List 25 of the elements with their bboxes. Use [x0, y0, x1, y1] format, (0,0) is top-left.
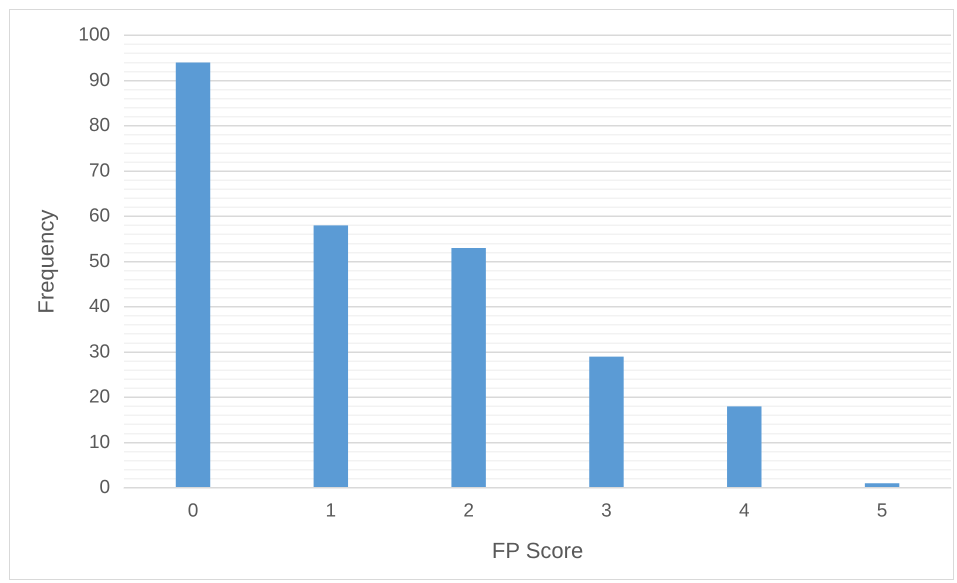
x-tick-label: 1 — [326, 500, 336, 522]
y-tick-label: 50 — [88, 250, 110, 272]
x-axis-title: FP Score — [492, 538, 584, 563]
bar — [727, 406, 762, 488]
x-tick-label: 4 — [738, 500, 750, 522]
bar — [176, 62, 210, 488]
x-tick-label: 2 — [463, 500, 474, 522]
y-tick-label: 80 — [88, 115, 110, 136]
y-tick-label: 40 — [88, 296, 110, 318]
y-tick-label: 100 — [78, 24, 110, 46]
bar — [589, 356, 624, 488]
bar — [451, 248, 486, 488]
bar — [314, 225, 348, 488]
y-tick-label: 30 — [88, 341, 110, 362]
y-tick-label: 70 — [88, 160, 110, 182]
bar — [864, 483, 900, 488]
y-tick-label: 10 — [88, 432, 110, 453]
x-tick-label: 5 — [876, 500, 888, 522]
y-tick-label: 0 — [100, 477, 110, 498]
y-tick-label: 60 — [88, 206, 110, 227]
y-tick-label: 20 — [88, 386, 110, 408]
y-axis-title: Frequency — [33, 210, 58, 314]
x-tick-label: 0 — [188, 500, 198, 522]
y-tick-label: 90 — [88, 70, 110, 91]
x-tick-label: 3 — [601, 500, 612, 522]
